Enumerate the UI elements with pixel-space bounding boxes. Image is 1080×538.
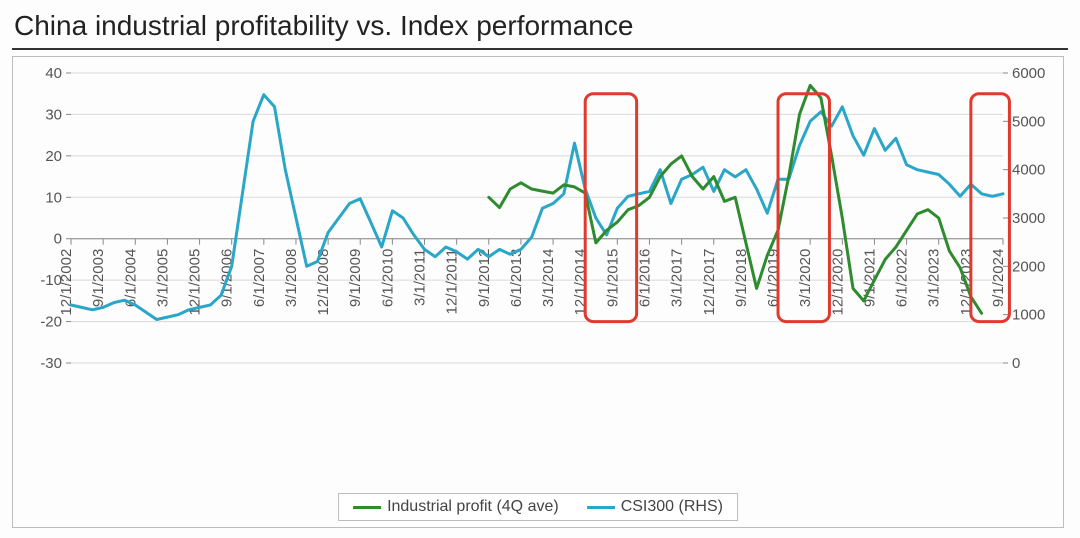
svg-text:3/1/2014: 3/1/2014: [540, 249, 557, 307]
chart-title: China industrial profitability vs. Index…: [12, 8, 1068, 48]
svg-text:6/1/2022: 6/1/2022: [894, 249, 911, 307]
line-chart: -30-20-100102030400100020003000400050006…: [21, 63, 1057, 489]
svg-text:9/1/2018: 9/1/2018: [733, 249, 750, 307]
svg-text:3/1/2017: 3/1/2017: [669, 249, 686, 307]
svg-text:30: 30: [45, 106, 62, 123]
legend-item-industrial-profit: Industrial profit (4Q ave): [353, 498, 559, 516]
legend: Industrial profit (4Q ave) CSI300 (RHS): [338, 493, 738, 521]
svg-text:12/1/2011: 12/1/2011: [444, 249, 461, 315]
svg-text:6/1/2016: 6/1/2016: [636, 249, 653, 307]
svg-text:0: 0: [1012, 355, 1020, 372]
svg-text:3/1/2020: 3/1/2020: [797, 249, 814, 307]
svg-text:10: 10: [45, 189, 62, 206]
svg-text:4000: 4000: [1012, 162, 1045, 179]
legend-item-csi300: CSI300 (RHS): [587, 498, 723, 516]
svg-text:6000: 6000: [1012, 65, 1045, 82]
svg-text:6/1/2007: 6/1/2007: [251, 249, 268, 307]
svg-text:6/1/2013: 6/1/2013: [508, 249, 525, 307]
svg-text:3/1/2023: 3/1/2023: [926, 249, 943, 307]
svg-text:12/1/2017: 12/1/2017: [701, 249, 718, 316]
title-rule: [12, 48, 1068, 50]
legend-label: CSI300 (RHS): [621, 498, 723, 516]
svg-text:2000: 2000: [1012, 258, 1045, 275]
svg-text:12/1/2005: 12/1/2005: [187, 249, 204, 316]
svg-text:3/1/2005: 3/1/2005: [154, 249, 171, 307]
svg-text:3000: 3000: [1012, 210, 1045, 227]
svg-text:9/1/2009: 9/1/2009: [347, 249, 364, 307]
svg-text:6/1/2004: 6/1/2004: [122, 249, 139, 307]
svg-text:40: 40: [45, 65, 62, 82]
svg-text:5000: 5000: [1012, 113, 1045, 130]
legend-swatch: [587, 506, 615, 509]
svg-text:1000: 1000: [1012, 307, 1045, 324]
svg-text:-30: -30: [40, 355, 62, 372]
svg-text:3/1/2011: 3/1/2011: [412, 249, 429, 306]
svg-text:9/1/2015: 9/1/2015: [604, 249, 621, 307]
svg-text:9/1/2003: 9/1/2003: [90, 249, 107, 307]
svg-text:6/1/2010: 6/1/2010: [379, 249, 396, 307]
legend-label: Industrial profit (4Q ave): [387, 498, 559, 516]
svg-text:20: 20: [45, 148, 62, 165]
svg-text:0: 0: [54, 231, 62, 248]
svg-text:12/1/2020: 12/1/2020: [829, 249, 846, 316]
svg-text:3/1/2008: 3/1/2008: [283, 249, 300, 307]
legend-swatch: [353, 506, 381, 509]
svg-text:9/1/2024: 9/1/2024: [990, 249, 1007, 307]
chart-frame: -30-20-100102030400100020003000400050006…: [12, 56, 1064, 528]
